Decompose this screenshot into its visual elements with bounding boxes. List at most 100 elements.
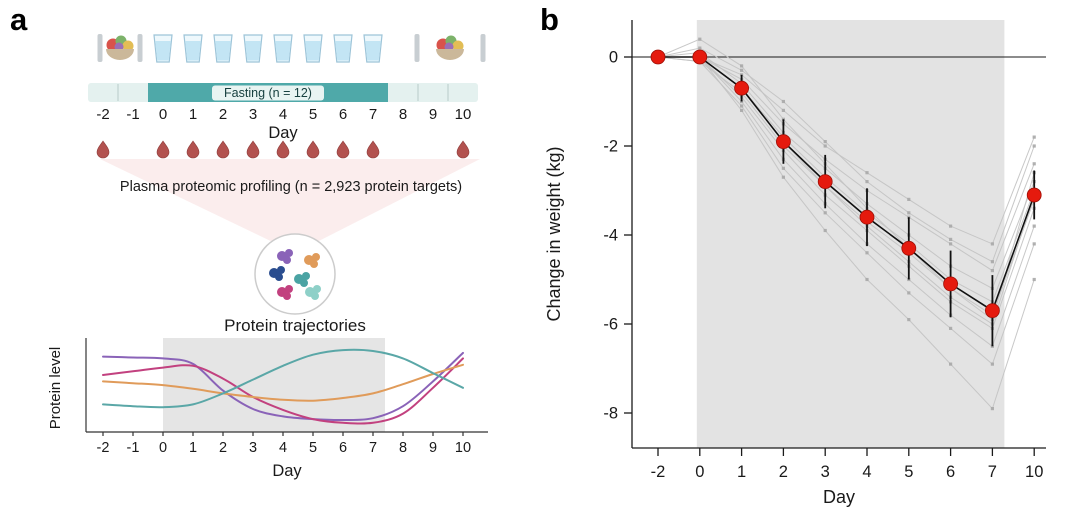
x-tick-label: -2 [97,440,110,456]
individual-point-marker [740,73,744,77]
protein-trajectory-line [102,348,464,409]
y-tick-label: -4 [603,227,618,245]
individual-point-marker [907,211,911,215]
individual-point-marker [781,99,785,104]
weight-change-chart: 0 -2 -4 -6 -8 -2 0 1 2 3 4 5 6 7 10 Day Change in weig… [544,20,1046,507]
individual-point-marker [781,108,785,112]
individual-point-marker [907,291,911,295]
protein-blob-teal [294,272,310,287]
trajectories-y-axis-label: Protein level [47,347,64,430]
water-glass-icon [273,34,293,63]
fasting-label-pill [212,85,324,101]
protein-trajectory-line [102,351,464,422]
timeline-day-tick: 0 [159,106,167,123]
individual-trajectory-line [658,56,1035,330]
individual-point-marker [1032,224,1036,228]
x-tick-label: 4 [862,463,871,481]
timeline-day-tick: 8 [399,106,407,123]
timeline-day-tick: 5 [309,106,317,123]
blood-drop-icon [306,140,320,159]
individual-point-marker [907,197,911,201]
timeline-day-ticks: -2 -1 0 1 2 3 4 5 6 7 8 9 10 [96,106,471,123]
profiling-funnel-shape [100,159,480,246]
timeline-day-axis-label: Day [268,124,298,142]
fasting-timeline [88,83,478,102]
individual-trajectory-line [657,47,1035,263]
blood-drop-icon [246,140,260,159]
weight-change-plot-area: 0 -2 -4 -6 -8 -2 0 1 2 3 4 5 6 7 10 [603,20,1046,481]
individual-point-marker [990,269,994,273]
individual-point-marker [1032,135,1036,139]
mean-point [817,174,833,190]
timeline-day-tick: 3 [249,106,257,123]
x-tick-label: 1 [189,440,197,456]
x-tick-label: 3 [821,463,830,481]
mean-point [943,276,959,292]
blood-drop-icon [276,140,290,159]
diet-icons-row [97,34,486,63]
mean-point [901,240,917,256]
mean-point [1026,187,1042,203]
protein-trajectory-line [102,363,464,402]
protein-trajectory-line [102,357,464,425]
y-tick-label: -8 [603,405,618,423]
protein-blob-purple [277,249,293,264]
timeline-day-tick: 2 [219,106,227,123]
blood-drop-icon [186,140,200,159]
timeline-day-tick: 7 [369,106,377,123]
individual-trajectory-line [658,56,1035,410]
water-glass-icon [153,34,173,63]
timeline-day-tick: -2 [96,106,109,123]
x-tick-label: -2 [651,463,666,481]
timeline-day-tick: 9 [429,106,437,123]
individual-trajectory-line [657,38,1035,321]
protein-circle [254,233,336,315]
weight-y-axis-label: Change in weight (kg) [544,146,564,321]
x-tick-label: 6 [339,440,347,456]
x-tick-label: 4 [279,440,287,456]
individual-point-marker [949,224,953,228]
mean-point [984,303,1000,319]
blood-drop-icon [336,140,350,159]
individual-point-marker [949,237,953,241]
individual-point-marker [949,242,953,246]
individual-point-marker [1032,242,1036,246]
x-tick-label: 6 [946,463,955,481]
protein-blob-navy [269,266,285,281]
fasting-shaded-region [163,338,385,432]
individual-point-marker [865,251,869,255]
blood-sample-drops [96,140,470,159]
food-plate-icon [106,35,134,60]
individual-point-marker [781,166,785,170]
individual-point-marker [1032,144,1036,148]
individual-point-marker [740,104,744,108]
x-tick-label: 2 [779,463,788,481]
blood-drop-icon [366,140,380,159]
mean-point [859,209,875,225]
x-tick-label: -1 [127,440,140,456]
individual-point-marker [781,175,785,179]
panel-b-label: b [540,2,559,37]
meal-marker-bar [480,34,486,62]
x-tick-label: 10 [1025,463,1043,481]
individual-point-marker [990,407,994,411]
x-tick-label: 7 [369,440,377,456]
x-tick-label: 10 [455,440,471,456]
individual-trajectory-line [658,56,1035,245]
water-glass-icon [183,34,203,63]
meal-marker-bar [97,34,103,62]
mean-trajectory-line [658,56,1035,312]
x-tick-label: 8 [399,440,407,456]
timeline-day-tick: -1 [126,106,139,123]
water-glass-icon [303,34,323,63]
individual-point-marker [990,344,994,348]
individual-point-marker [740,64,744,68]
x-tick-label: 5 [309,440,317,456]
blood-drop-icon [156,140,170,159]
individual-trajectory-line [658,56,1035,348]
timeline-day-tick: 1 [189,106,197,123]
individual-point-marker [990,362,994,366]
water-glass-icon [363,34,383,63]
blood-drop-icon [96,140,110,159]
mean-point [734,80,750,96]
